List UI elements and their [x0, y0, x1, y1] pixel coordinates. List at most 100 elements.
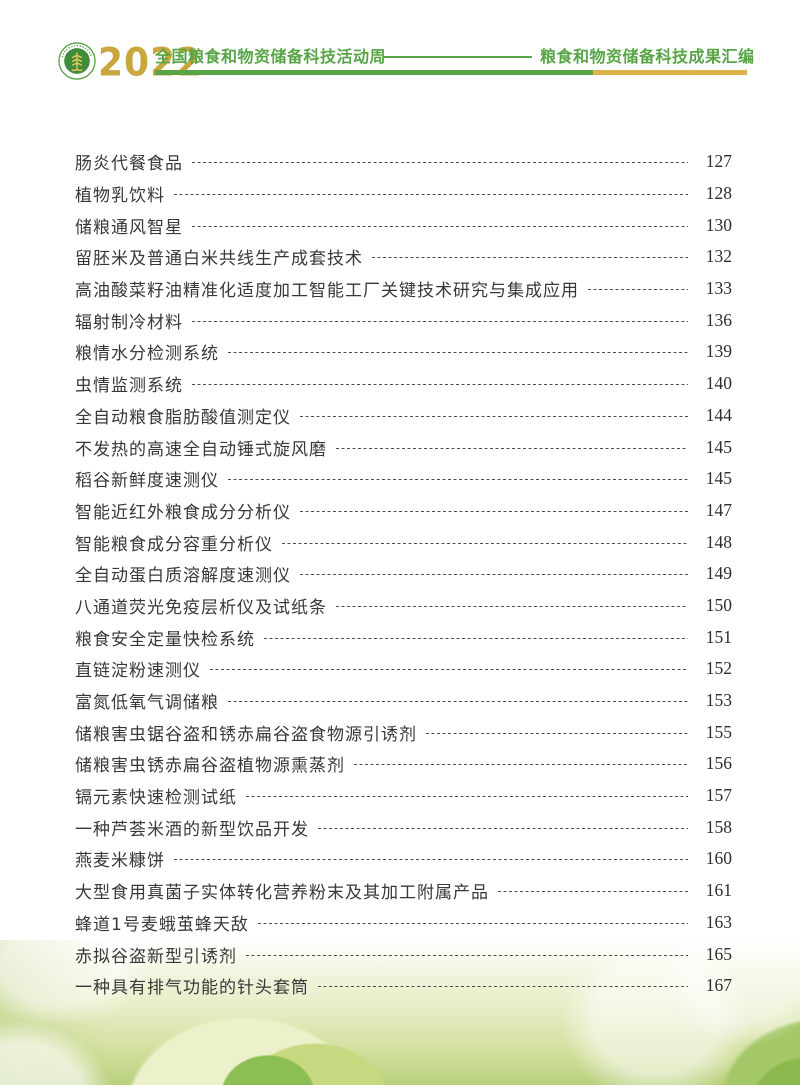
toc-row[interactable]: 八通道荧光免疫层析仪及试纸条 150: [75, 590, 732, 622]
toc-entry-page: 167: [705, 975, 732, 996]
toc-row[interactable]: 粮食安全定量快检系统 151: [75, 621, 732, 653]
toc-row[interactable]: 全自动蛋白质溶解度速测仪 149: [75, 558, 732, 590]
toc-entry-page: 152: [705, 658, 732, 679]
toc-leader-line: [257, 922, 688, 924]
toc-entry-page: 133: [705, 278, 732, 299]
toc-row[interactable]: 稻谷新鲜度速测仪 145: [75, 463, 732, 495]
toc-row[interactable]: 储粮通风智星 130: [75, 209, 732, 241]
toc-entry-page: 165: [705, 943, 732, 964]
toc-row[interactable]: 一种具有排气功能的针头套筒 167: [75, 970, 732, 1002]
toc-row[interactable]: 镉元素快速检测试纸 157: [75, 780, 732, 812]
toc-entry-page: 150: [705, 594, 732, 615]
toc-leader-line: [282, 542, 688, 544]
toc-row[interactable]: 留胚米及普通白米共线生产成套技术 132: [75, 241, 732, 273]
toc-entry-title: 稻谷新鲜度速测仪: [75, 471, 219, 492]
toc-row[interactable]: 富氮低氧气调储粮 153: [75, 685, 732, 717]
toc-row[interactable]: 肠炎代餐食品 127: [75, 146, 732, 178]
toc-row[interactable]: 智能近红外粮食成分分析仪 147: [75, 495, 732, 527]
toc-entry-title: 储粮害虫锯谷盗和锈赤扁谷盗食物源引诱剂: [75, 724, 417, 745]
header-underline-bar: [155, 70, 747, 75]
toc-leader-line: [210, 669, 688, 671]
toc-leader-line: [174, 859, 688, 861]
toc-entry-title: 八通道荧光免疫层析仪及试纸条: [75, 597, 327, 618]
toc-row[interactable]: 储粮害虫锈赤扁谷盗植物源熏蒸剂 156: [75, 748, 732, 780]
toc-row[interactable]: 不发热的高速全自动锤式旋风磨 145: [75, 431, 732, 463]
toc-entry-page: 145: [705, 436, 732, 457]
toc-row[interactable]: 燕麦米糠饼 160: [75, 843, 732, 875]
toc-leader-line: [318, 827, 688, 829]
toc-entry-title: 全自动蛋白质溶解度速测仪: [75, 566, 291, 587]
toc-entry-title: 一种芦荟米酒的新型饮品开发: [75, 819, 309, 840]
toc-entry-title: 留胚米及普通白米共线生产成套技术: [75, 249, 363, 270]
toc-leader-line: [264, 637, 688, 639]
toc-row[interactable]: 赤拟谷盗新型引诱剂 165: [75, 938, 732, 970]
toc-entry-page: 145: [705, 468, 732, 489]
toc-entry-title: 燕麦米糠饼: [75, 851, 165, 872]
toc-leader-line: [300, 574, 688, 576]
toc-row[interactable]: 一种芦荟米酒的新型饮品开发 158: [75, 811, 732, 843]
toc-leader-line: [192, 320, 688, 322]
toc-entry-title: 不发热的高速全自动锤式旋风磨: [75, 439, 327, 460]
toc-entry-title: 高油酸菜籽油精准化适度加工智能工厂关键技术研究与集成应用: [75, 281, 579, 302]
toc-entry-title: 虫情监测系统: [75, 376, 183, 397]
toc-entry-page: 161: [705, 880, 732, 901]
toc-leader-line: [174, 194, 688, 196]
toc-leader-line: [228, 701, 688, 703]
toc-leader-line: [354, 764, 688, 766]
wheat-seal-logo-icon: [58, 42, 96, 80]
toc-entry-title: 智能粮食成分容重分析仪: [75, 534, 273, 555]
toc-entry-page: 153: [705, 690, 732, 711]
toc-leader-line: [228, 479, 688, 481]
toc-entry-page: 130: [705, 214, 732, 235]
toc-leader-line: [192, 384, 688, 386]
toc-entry-page: 157: [705, 785, 732, 806]
toc-leader-line: [228, 352, 688, 354]
toc-entry-title: 粮食安全定量快检系统: [75, 629, 255, 650]
toc-row[interactable]: 植物乳饮料 128: [75, 178, 732, 210]
toc-entry-title: 赤拟谷盗新型引诱剂: [75, 946, 237, 967]
toc-row[interactable]: 辐射制冷材料 136: [75, 304, 732, 336]
toc-entry-title: 粮情水分检测系统: [75, 344, 219, 365]
toc-leader-line: [498, 891, 688, 893]
footer-green-hills-decoration: [0, 940, 800, 1085]
toc-leader-line: [246, 796, 688, 798]
toc-entry-page: 163: [705, 911, 732, 932]
toc-entry-title: 肠炎代餐食品: [75, 154, 183, 175]
toc-row[interactable]: 虫情监测系统 140: [75, 368, 732, 400]
toc-leader-line: [300, 510, 688, 512]
toc-entry-page: 147: [705, 499, 732, 520]
toc-leader-line: [300, 415, 688, 417]
toc-entry-title: 储粮通风智星: [75, 217, 183, 238]
toc-row[interactable]: 高油酸菜籽油精准化适度加工智能工厂关键技术研究与集成应用 133: [75, 273, 732, 305]
header-event-title: 全国粮食和物资储备科技活动周: [155, 47, 387, 66]
toc-row[interactable]: 储粮害虫锯谷盗和锈赤扁谷盗食物源引诱剂 155: [75, 716, 732, 748]
toc-entry-title: 植物乳饮料: [75, 186, 165, 207]
header-divider-line: [384, 56, 532, 58]
page-header: 2022 全国粮食和物资储备科技活动周 粮食和物资储备科技成果汇编: [0, 0, 800, 110]
toc-entry-title: 一种具有排气功能的针头套筒: [75, 978, 309, 999]
toc-leader-line: [318, 986, 688, 988]
toc-leader-line: [426, 732, 688, 734]
toc-entry-title: 全自动粮食脂肪酸值测定仪: [75, 407, 291, 428]
toc-entry-page: 158: [705, 816, 732, 837]
toc-entry-page: 156: [705, 753, 732, 774]
toc-row[interactable]: 直链淀粉速测仪 152: [75, 653, 732, 685]
toc-entry-page: 132: [705, 246, 732, 267]
toc-row[interactable]: 全自动粮食脂肪酸值测定仪 144: [75, 400, 732, 432]
toc-list: 肠炎代餐食品 127 植物乳饮料 128 储粮通风智星 130 留胚米及普通白米…: [75, 146, 732, 1002]
toc-entry-title: 镉元素快速检测试纸: [75, 788, 237, 809]
toc-row[interactable]: 粮情水分检测系统 139: [75, 336, 732, 368]
toc-row[interactable]: 智能粮食成分容重分析仪 148: [75, 526, 732, 558]
toc-leader-line: [588, 289, 688, 291]
toc-entry-page: 140: [705, 373, 732, 394]
header-booklet-title: 粮食和物资储备科技成果汇编: [540, 47, 755, 66]
toc-leader-line: [246, 954, 688, 956]
toc-entry-page: 149: [705, 563, 732, 584]
toc-entry-title: 智能近红外粮食成分分析仪: [75, 502, 291, 523]
toc-leader-line: [336, 605, 688, 607]
toc-leader-line: [336, 447, 688, 449]
toc-row[interactable]: 大型食用真菌子实体转化营养粉末及其加工附属产品 161: [75, 875, 732, 907]
toc-entry-title: 储粮害虫锈赤扁谷盗植物源熏蒸剂: [75, 756, 345, 777]
toc-entry-page: 148: [705, 531, 732, 552]
toc-row[interactable]: 蜂道1号麦蛾茧蜂天敌 163: [75, 907, 732, 939]
